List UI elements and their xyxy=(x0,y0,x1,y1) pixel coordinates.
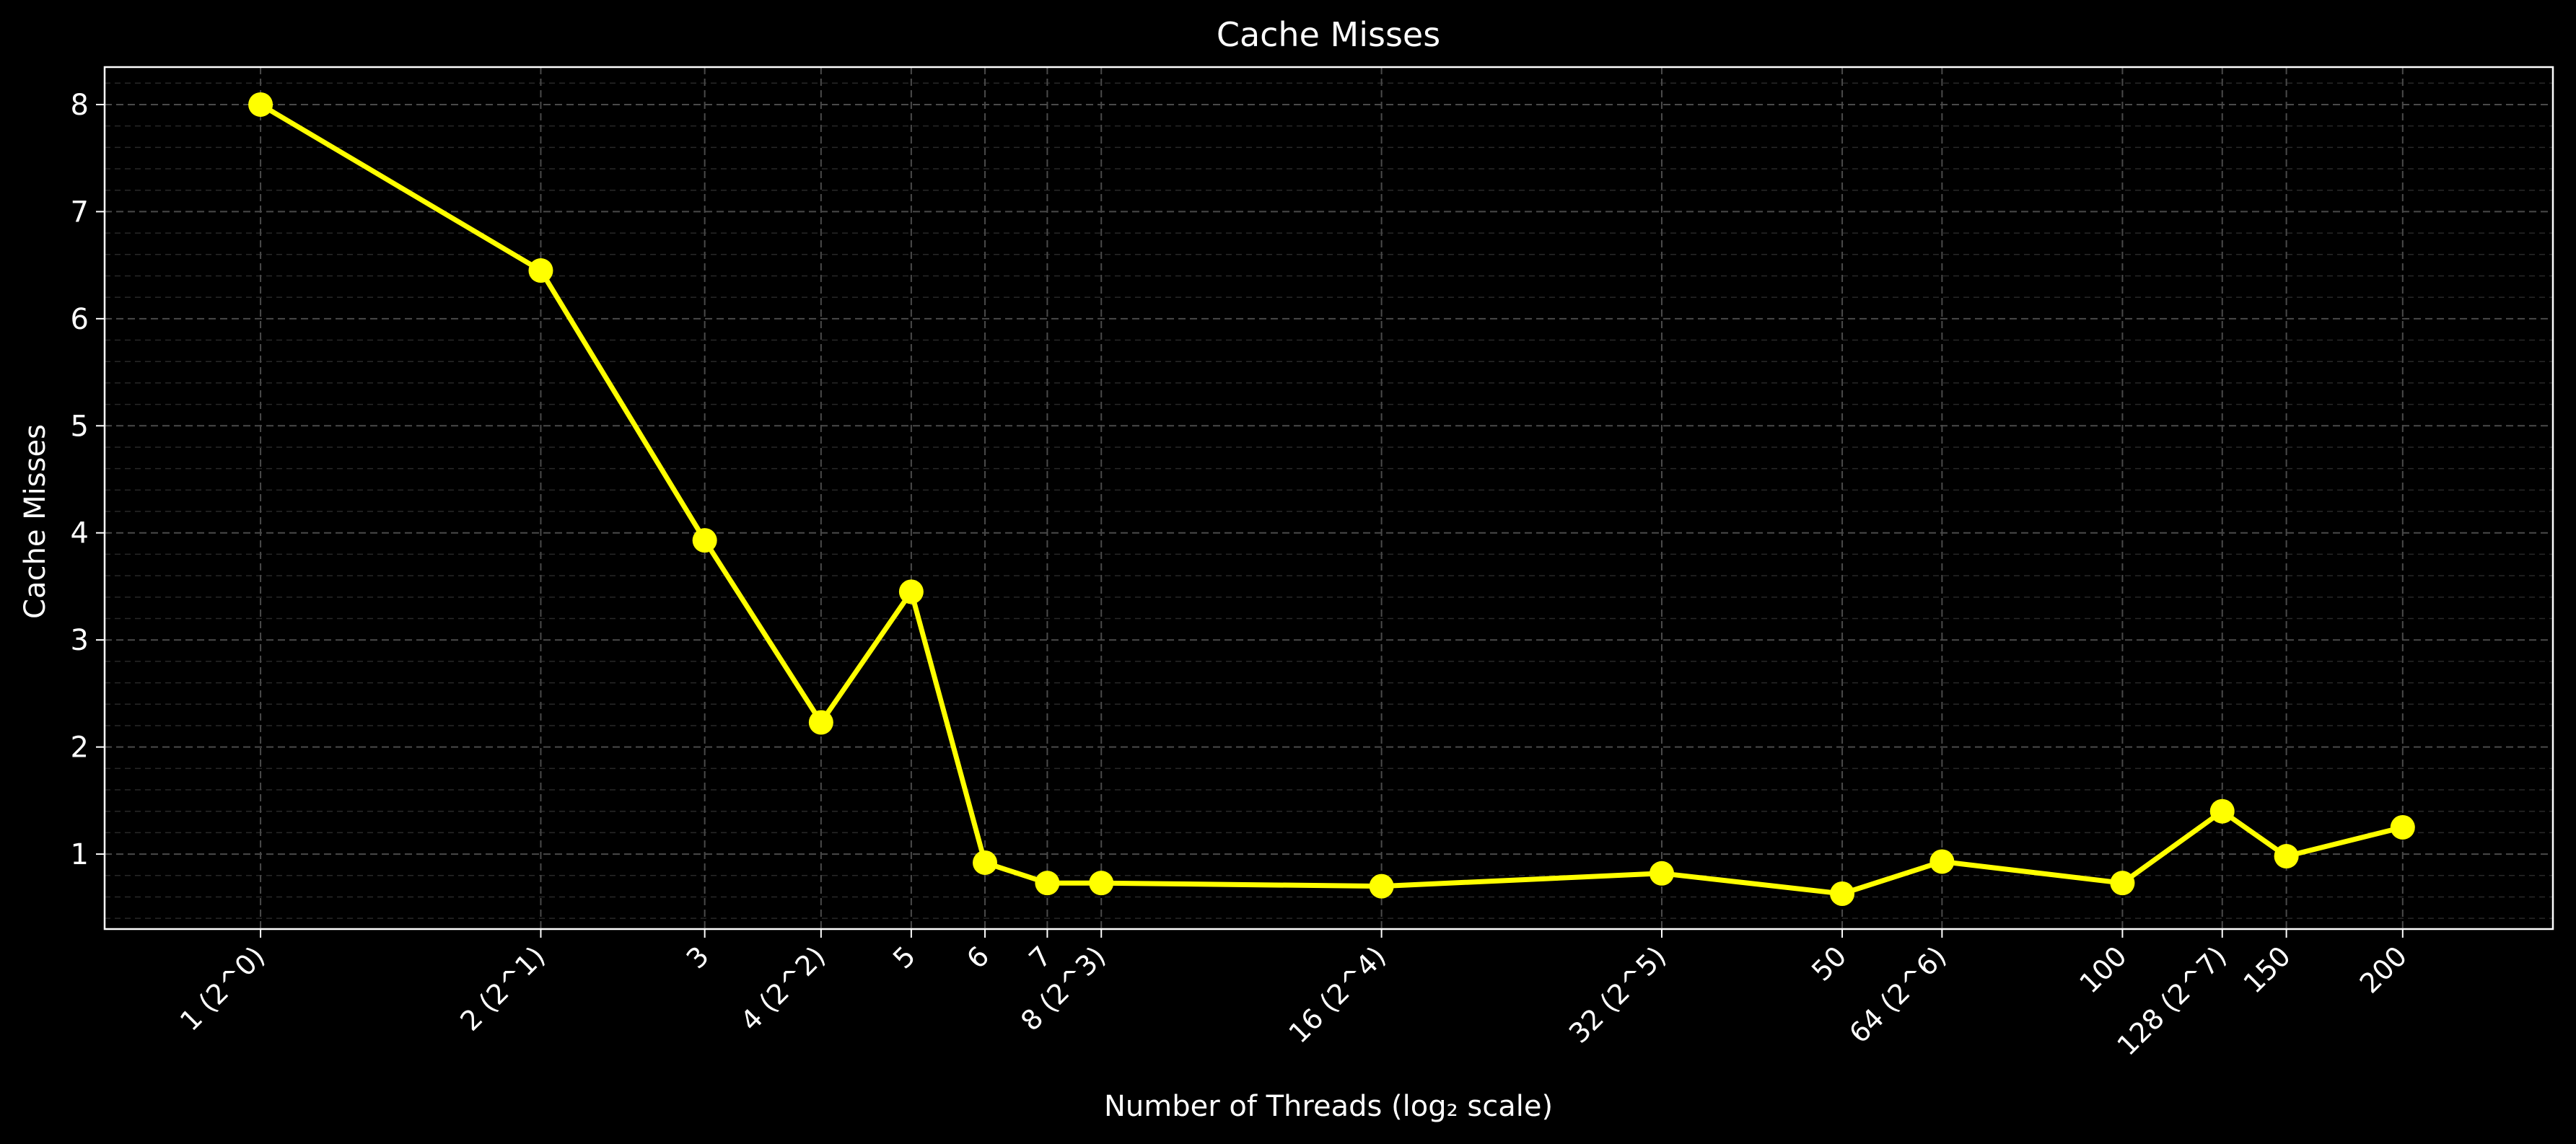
data-point xyxy=(528,258,553,283)
data-point xyxy=(2209,798,2235,824)
grid-major xyxy=(105,67,2553,929)
data-point xyxy=(248,92,273,117)
y-tick-label: 8 xyxy=(71,89,89,122)
data-point xyxy=(2390,814,2415,840)
data-point xyxy=(898,579,924,604)
y-tick-label: 2 xyxy=(71,731,89,765)
data-point xyxy=(1035,871,1060,896)
series-layer xyxy=(248,92,2415,907)
y-tick-label: 6 xyxy=(71,303,89,336)
data-point xyxy=(2110,871,2135,896)
plot-area xyxy=(103,66,2554,930)
data-point xyxy=(1649,861,1674,886)
data-point xyxy=(1830,881,1855,907)
y-tick-label: 4 xyxy=(71,517,89,550)
data-point xyxy=(808,710,833,735)
y-axis-label: Cache Misses xyxy=(19,424,52,619)
data-point xyxy=(692,528,717,553)
data-point xyxy=(2274,844,2299,869)
data-point xyxy=(1929,849,1955,874)
data-point xyxy=(1089,871,1114,896)
grid-minor xyxy=(105,82,2553,919)
y-tick-label: 3 xyxy=(71,624,89,657)
y-tick-label: 7 xyxy=(71,195,89,229)
x-axis-label: Number of Threads (log₂ scale) xyxy=(1104,1090,1553,1123)
data-point xyxy=(1369,874,1394,899)
chart-title: Cache Misses xyxy=(1217,15,1440,54)
y-tick-label: 5 xyxy=(71,410,89,443)
series-line xyxy=(258,102,2406,897)
y-tick-label: 1 xyxy=(71,838,89,871)
y-axis: 1 2 3 4 5 6 7 8 xyxy=(71,89,105,871)
data-point xyxy=(973,850,998,875)
